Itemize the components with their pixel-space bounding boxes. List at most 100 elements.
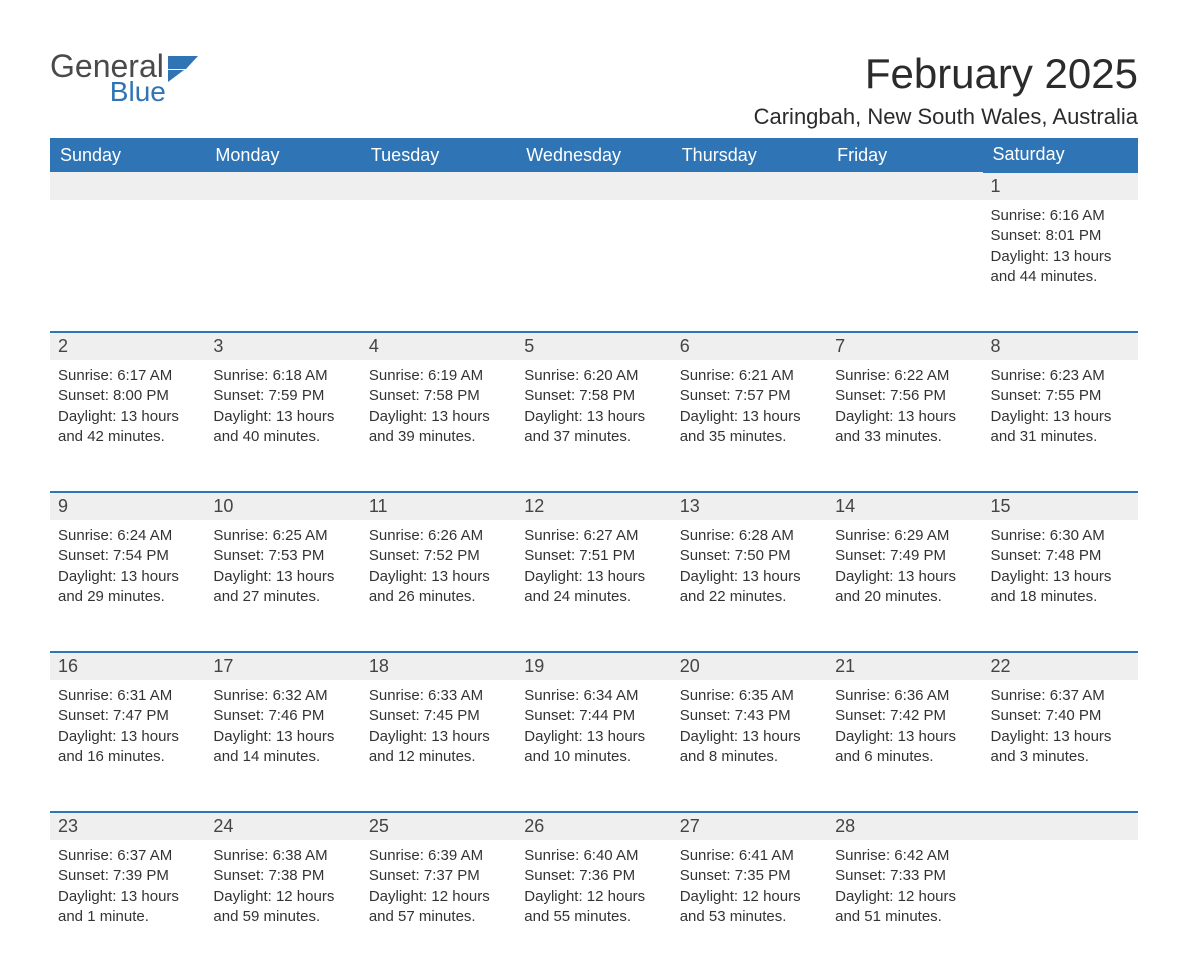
day-content: Sunrise: 6:34 AMSunset: 7:44 PMDaylight:… [516,680,671,785]
day-content: Sunrise: 6:18 AMSunset: 7:59 PMDaylight:… [205,360,360,465]
day-number-cell: 28 [827,812,982,840]
day-cell [827,200,982,332]
day-content: Sunrise: 6:35 AMSunset: 7:43 PMDaylight:… [672,680,827,785]
day-content: Sunrise: 6:24 AMSunset: 7:54 PMDaylight:… [50,520,205,625]
daylight-text: Daylight: 13 hours and 24 minutes. [524,567,663,608]
daylight-text: Daylight: 12 hours and 53 minutes. [680,887,819,928]
day-content: Sunrise: 6:17 AMSunset: 8:00 PMDaylight:… [50,360,205,465]
daylight-text: Daylight: 13 hours and 10 minutes. [524,727,663,768]
day-content: Sunrise: 6:37 AMSunset: 7:39 PMDaylight:… [50,840,205,945]
day-content: Sunrise: 6:16 AMSunset: 8:01 PMDaylight:… [983,200,1138,305]
day-cell [205,200,360,332]
sunrise-text: Sunrise: 6:35 AM [680,686,819,706]
day-cell: Sunrise: 6:27 AMSunset: 7:51 PMDaylight:… [516,520,671,652]
day-number-cell [827,172,982,200]
sunrise-text: Sunrise: 6:22 AM [835,366,974,386]
day-cell: Sunrise: 6:35 AMSunset: 7:43 PMDaylight:… [672,680,827,812]
sunset-text: Sunset: 7:55 PM [991,386,1130,406]
day-number-cell [983,812,1138,840]
day-cell: Sunrise: 6:36 AMSunset: 7:42 PMDaylight:… [827,680,982,812]
sunset-text: Sunset: 7:51 PM [524,546,663,566]
day-content: Sunrise: 6:26 AMSunset: 7:52 PMDaylight:… [361,520,516,625]
weekday-header: Sunday [50,138,205,172]
day-cell: Sunrise: 6:23 AMSunset: 7:55 PMDaylight:… [983,360,1138,492]
daylight-text: Daylight: 13 hours and 31 minutes. [991,407,1130,448]
sunset-text: Sunset: 7:33 PM [835,866,974,886]
sunset-text: Sunset: 7:56 PM [835,386,974,406]
daynum-row: 1 [50,172,1138,200]
weekday-header: Wednesday [516,138,671,172]
sunrise-text: Sunrise: 6:28 AM [680,526,819,546]
sunrise-text: Sunrise: 6:26 AM [369,526,508,546]
sunset-text: Sunset: 7:48 PM [991,546,1130,566]
sunset-text: Sunset: 7:40 PM [991,706,1130,726]
day-content: Sunrise: 6:33 AMSunset: 7:45 PMDaylight:… [361,680,516,785]
day-cell: Sunrise: 6:37 AMSunset: 7:39 PMDaylight:… [50,840,205,972]
day-content: Sunrise: 6:39 AMSunset: 7:37 PMDaylight:… [361,840,516,945]
sunset-text: Sunset: 7:54 PM [58,546,197,566]
sunrise-text: Sunrise: 6:20 AM [524,366,663,386]
header: General Blue February 2025 Caringbah, Ne… [50,50,1138,130]
day-cell: Sunrise: 6:29 AMSunset: 7:49 PMDaylight:… [827,520,982,652]
sunset-text: Sunset: 8:01 PM [991,226,1130,246]
day-content: Sunrise: 6:28 AMSunset: 7:50 PMDaylight:… [672,520,827,625]
day-content: Sunrise: 6:32 AMSunset: 7:46 PMDaylight:… [205,680,360,785]
day-number-cell [361,172,516,200]
sunrise-text: Sunrise: 6:25 AM [213,526,352,546]
day-cell: Sunrise: 6:25 AMSunset: 7:53 PMDaylight:… [205,520,360,652]
day-cell: Sunrise: 6:26 AMSunset: 7:52 PMDaylight:… [361,520,516,652]
calendar-table: Sunday Monday Tuesday Wednesday Thursday… [50,138,1138,972]
daylight-text: Daylight: 13 hours and 18 minutes. [991,567,1130,608]
daylight-text: Daylight: 13 hours and 40 minutes. [213,407,352,448]
daylight-text: Daylight: 13 hours and 33 minutes. [835,407,974,448]
weekday-header-row: Sunday Monday Tuesday Wednesday Thursday… [50,138,1138,172]
sunrise-text: Sunrise: 6:24 AM [58,526,197,546]
day-cell: Sunrise: 6:41 AMSunset: 7:35 PMDaylight:… [672,840,827,972]
day-content: Sunrise: 6:40 AMSunset: 7:36 PMDaylight:… [516,840,671,945]
day-content: Sunrise: 6:21 AMSunset: 7:57 PMDaylight:… [672,360,827,465]
day-cell [50,200,205,332]
sunrise-text: Sunrise: 6:23 AM [991,366,1130,386]
day-cell: Sunrise: 6:19 AMSunset: 7:58 PMDaylight:… [361,360,516,492]
day-content: Sunrise: 6:37 AMSunset: 7:40 PMDaylight:… [983,680,1138,785]
day-content: Sunrise: 6:20 AMSunset: 7:58 PMDaylight:… [516,360,671,465]
day-number-cell: 11 [361,492,516,520]
day-cell: Sunrise: 6:16 AMSunset: 8:01 PMDaylight:… [983,200,1138,332]
day-number-cell [50,172,205,200]
daynum-row: 232425262728 [50,812,1138,840]
logo-blue-text: Blue [50,78,166,106]
day-cell: Sunrise: 6:21 AMSunset: 7:57 PMDaylight:… [672,360,827,492]
sunset-text: Sunset: 7:49 PM [835,546,974,566]
day-cell: Sunrise: 6:38 AMSunset: 7:38 PMDaylight:… [205,840,360,972]
sunrise-text: Sunrise: 6:39 AM [369,846,508,866]
day-cell [672,200,827,332]
sunrise-text: Sunrise: 6:31 AM [58,686,197,706]
day-cell: Sunrise: 6:31 AMSunset: 7:47 PMDaylight:… [50,680,205,812]
daylight-text: Daylight: 12 hours and 55 minutes. [524,887,663,928]
daynum-row: 16171819202122 [50,652,1138,680]
day-number-cell [672,172,827,200]
day-cell [516,200,671,332]
daynum-row: 2345678 [50,332,1138,360]
day-content: Sunrise: 6:42 AMSunset: 7:33 PMDaylight:… [827,840,982,945]
daylight-text: Daylight: 13 hours and 8 minutes. [680,727,819,768]
day-cell: Sunrise: 6:42 AMSunset: 7:33 PMDaylight:… [827,840,982,972]
sunset-text: Sunset: 7:46 PM [213,706,352,726]
sunset-text: Sunset: 7:38 PM [213,866,352,886]
day-number-cell: 16 [50,652,205,680]
day-number-cell: 20 [672,652,827,680]
month-title: February 2025 [754,50,1138,98]
calendar-body: 1Sunrise: 6:16 AMSunset: 8:01 PMDaylight… [50,172,1138,972]
day-number-cell: 7 [827,332,982,360]
daylight-text: Daylight: 13 hours and 14 minutes. [213,727,352,768]
day-content: Sunrise: 6:25 AMSunset: 7:53 PMDaylight:… [205,520,360,625]
sunrise-text: Sunrise: 6:38 AM [213,846,352,866]
sunset-text: Sunset: 7:44 PM [524,706,663,726]
sunset-text: Sunset: 7:57 PM [680,386,819,406]
day-content-row: Sunrise: 6:17 AMSunset: 8:00 PMDaylight:… [50,360,1138,492]
day-cell: Sunrise: 6:34 AMSunset: 7:44 PMDaylight:… [516,680,671,812]
title-block: February 2025 Caringbah, New South Wales… [754,50,1138,130]
sunset-text: Sunset: 7:52 PM [369,546,508,566]
daylight-text: Daylight: 13 hours and 35 minutes. [680,407,819,448]
sunrise-text: Sunrise: 6:16 AM [991,206,1130,226]
